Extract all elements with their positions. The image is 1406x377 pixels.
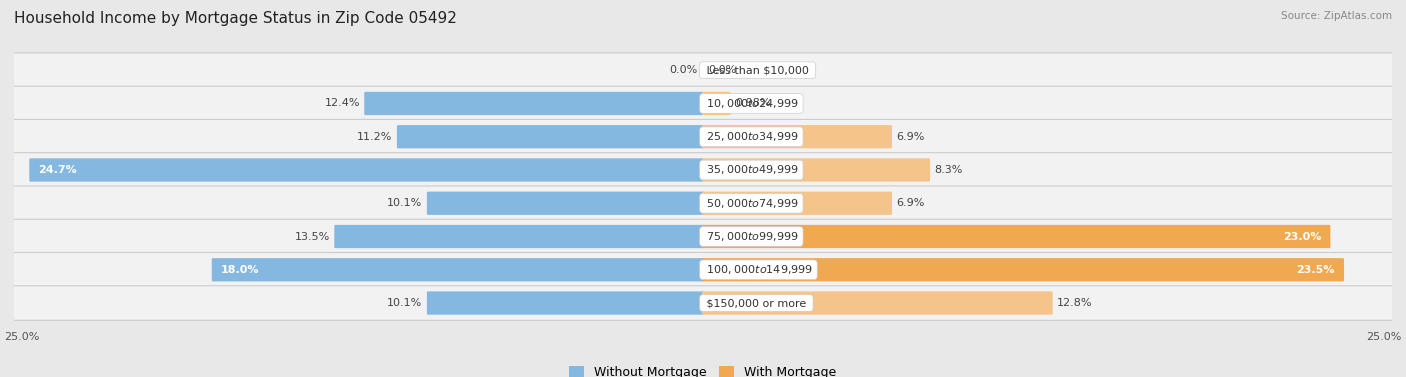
FancyBboxPatch shape: [30, 158, 704, 182]
FancyBboxPatch shape: [13, 219, 1393, 254]
Text: $75,000 to $99,999: $75,000 to $99,999: [703, 230, 800, 243]
FancyBboxPatch shape: [427, 291, 704, 315]
FancyBboxPatch shape: [427, 192, 704, 215]
Text: 13.5%: 13.5%: [295, 231, 330, 242]
Text: 10.1%: 10.1%: [387, 198, 423, 208]
FancyBboxPatch shape: [13, 86, 1393, 121]
Legend: Without Mortgage, With Mortgage: Without Mortgage, With Mortgage: [564, 361, 842, 377]
Text: 0.0%: 0.0%: [709, 65, 737, 75]
FancyBboxPatch shape: [13, 53, 1393, 87]
FancyBboxPatch shape: [702, 125, 891, 149]
FancyBboxPatch shape: [702, 158, 931, 182]
Text: 6.9%: 6.9%: [897, 198, 925, 208]
Text: $100,000 to $149,999: $100,000 to $149,999: [703, 263, 814, 276]
Text: $35,000 to $49,999: $35,000 to $49,999: [703, 164, 800, 176]
FancyBboxPatch shape: [396, 125, 704, 149]
Text: 18.0%: 18.0%: [221, 265, 260, 275]
Text: 23.5%: 23.5%: [1296, 265, 1334, 275]
FancyBboxPatch shape: [13, 253, 1393, 287]
FancyBboxPatch shape: [335, 225, 704, 248]
Text: 6.9%: 6.9%: [897, 132, 925, 142]
FancyBboxPatch shape: [13, 153, 1393, 187]
Text: Less than $10,000: Less than $10,000: [703, 65, 813, 75]
FancyBboxPatch shape: [702, 291, 1053, 315]
Text: 10.1%: 10.1%: [387, 298, 423, 308]
FancyBboxPatch shape: [364, 92, 704, 115]
FancyBboxPatch shape: [702, 225, 1330, 248]
FancyBboxPatch shape: [13, 286, 1393, 320]
FancyBboxPatch shape: [702, 192, 891, 215]
Text: 12.4%: 12.4%: [325, 98, 360, 109]
Text: 23.0%: 23.0%: [1282, 231, 1322, 242]
Text: 11.2%: 11.2%: [357, 132, 392, 142]
Text: $50,000 to $74,999: $50,000 to $74,999: [703, 197, 800, 210]
Text: $10,000 to $24,999: $10,000 to $24,999: [703, 97, 800, 110]
Text: $25,000 to $34,999: $25,000 to $34,999: [703, 130, 800, 143]
FancyBboxPatch shape: [212, 258, 704, 281]
Text: $150,000 or more: $150,000 or more: [703, 298, 810, 308]
FancyBboxPatch shape: [702, 92, 731, 115]
FancyBboxPatch shape: [13, 186, 1393, 221]
Text: 8.3%: 8.3%: [935, 165, 963, 175]
Text: 0.98%: 0.98%: [735, 98, 770, 109]
FancyBboxPatch shape: [13, 120, 1393, 154]
Text: 0.0%: 0.0%: [669, 65, 697, 75]
Text: 12.8%: 12.8%: [1057, 298, 1092, 308]
FancyBboxPatch shape: [702, 258, 1344, 281]
Text: Source: ZipAtlas.com: Source: ZipAtlas.com: [1281, 11, 1392, 21]
Text: 24.7%: 24.7%: [38, 165, 77, 175]
Text: Household Income by Mortgage Status in Zip Code 05492: Household Income by Mortgage Status in Z…: [14, 11, 457, 26]
